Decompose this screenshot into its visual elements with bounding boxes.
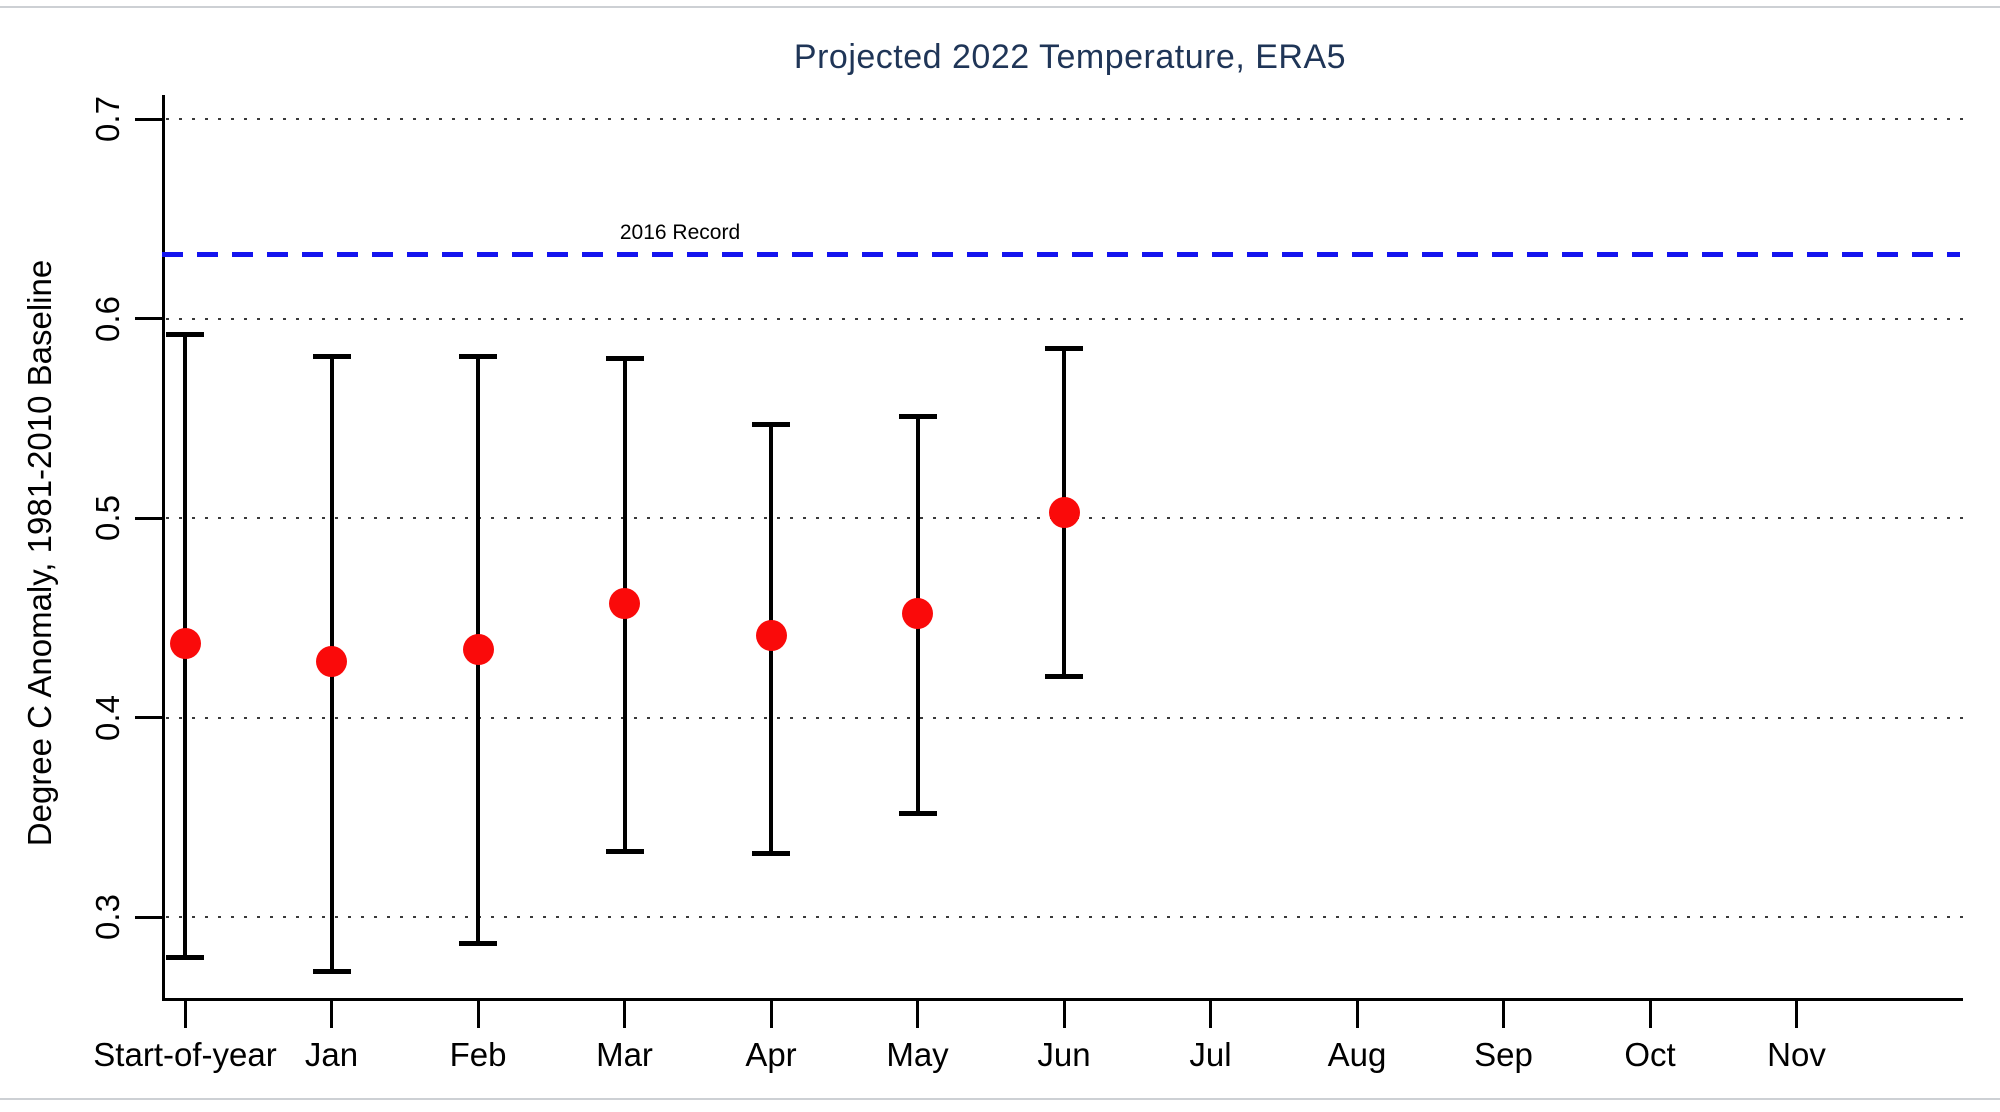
x-axis-tick bbox=[476, 1001, 480, 1028]
error-bar-cap-top bbox=[166, 332, 204, 338]
x-axis-tick bbox=[1209, 1001, 1212, 1028]
error-bar-cap-top bbox=[898, 414, 937, 420]
y-axis-tick bbox=[135, 117, 162, 121]
y-gridline bbox=[166, 317, 1963, 320]
x-axis-tick bbox=[916, 1001, 919, 1028]
record-reference-line bbox=[162, 252, 1960, 258]
x-axis-tick bbox=[1502, 1001, 1505, 1028]
x-axis-tick bbox=[1648, 1001, 1652, 1028]
x-tick-label: Start-of-year bbox=[93, 1036, 277, 1073]
x-axis-tick bbox=[623, 1001, 626, 1028]
data-point-marker bbox=[462, 634, 494, 666]
x-tick-label: Sep bbox=[1474, 1036, 1533, 1073]
error-bar-cap-bottom bbox=[752, 851, 790, 857]
x-axis-spine bbox=[162, 998, 1963, 1001]
x-tick-label: Apr bbox=[745, 1036, 797, 1073]
error-bar-cap-top bbox=[459, 354, 497, 360]
x-axis-tick bbox=[1062, 1001, 1066, 1028]
data-point-marker bbox=[316, 646, 347, 678]
error-bar-cap-bottom bbox=[459, 940, 497, 946]
y-axis-tick bbox=[135, 516, 162, 520]
record-line-label: 2016 Record bbox=[619, 220, 741, 244]
error-bar-cap-bottom bbox=[312, 968, 351, 974]
y-tick-label: 0.6 bbox=[89, 295, 126, 342]
y-axis-tick bbox=[135, 317, 162, 320]
bottom-border-line bbox=[0, 1098, 2000, 1100]
error-bar-cap-bottom bbox=[166, 954, 204, 960]
data-point-marker bbox=[902, 598, 933, 630]
error-bar-cap-bottom bbox=[605, 849, 644, 855]
error-bar-cap-bottom bbox=[1045, 673, 1083, 679]
error-bar-cap-top bbox=[752, 422, 790, 428]
error-bar-cap-top bbox=[605, 356, 644, 362]
x-axis-tick bbox=[1795, 1001, 1798, 1028]
error-bar-cap-bottom bbox=[898, 811, 937, 817]
x-tick-label: Mar bbox=[596, 1036, 653, 1073]
data-point-marker bbox=[169, 628, 201, 660]
y-axis-label: Degree C Anomaly, 1981-2010 Baseline bbox=[21, 259, 58, 847]
x-axis-tick bbox=[183, 1001, 187, 1028]
x-tick-label: Jul bbox=[1189, 1036, 1232, 1073]
data-point-marker bbox=[1048, 496, 1080, 528]
x-tick-label: Jun bbox=[1037, 1036, 1091, 1073]
y-axis-spine bbox=[162, 95, 165, 998]
x-axis-tick bbox=[1355, 1001, 1359, 1028]
y-axis-tick bbox=[135, 915, 162, 919]
error-bar-cap-top bbox=[1045, 346, 1083, 352]
x-tick-label: Aug bbox=[1327, 1036, 1387, 1073]
y-tick-label: 0.3 bbox=[89, 894, 126, 940]
chart-title: Projected 2022 Temperature, ERA5 bbox=[793, 38, 1347, 76]
x-tick-label: Feb bbox=[449, 1036, 507, 1073]
x-axis-tick bbox=[330, 1001, 333, 1028]
error-bar-cap-top bbox=[312, 354, 351, 360]
top-border-line bbox=[0, 6, 2000, 8]
y-gridline bbox=[166, 118, 1963, 120]
y-axis-tick bbox=[135, 716, 162, 719]
x-tick-label: Oct bbox=[1624, 1036, 1676, 1073]
x-tick-label: May bbox=[886, 1036, 949, 1073]
y-tick-label: 0.5 bbox=[89, 495, 126, 541]
y-gridline bbox=[166, 716, 1963, 719]
y-tick-label: 0.7 bbox=[89, 96, 126, 142]
data-point-marker bbox=[609, 588, 640, 620]
x-axis-tick bbox=[769, 1001, 773, 1028]
x-tick-label: Jan bbox=[304, 1036, 359, 1073]
x-tick-label: Nov bbox=[1767, 1036, 1826, 1073]
data-point-marker bbox=[755, 620, 787, 652]
y-gridline bbox=[166, 916, 1963, 918]
y-tick-label: 0.4 bbox=[89, 694, 126, 741]
